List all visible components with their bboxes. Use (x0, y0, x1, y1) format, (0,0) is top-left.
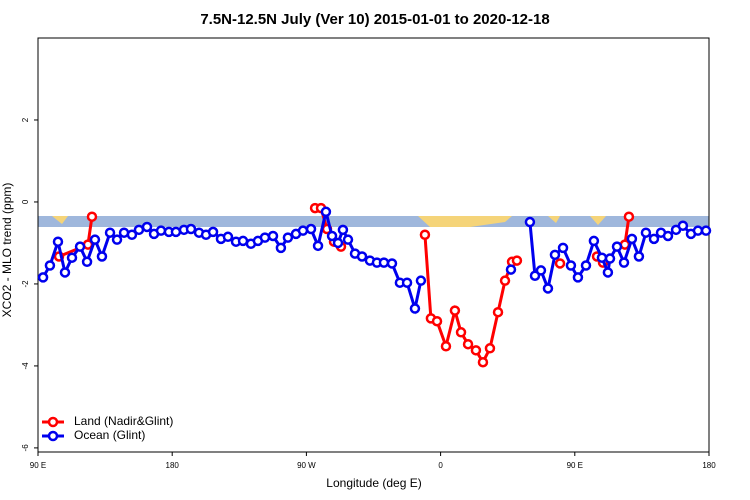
y-axis-label: XCO2 - MLO trend (ppm) (0, 183, 14, 318)
point (462, 338, 474, 350)
chart-title: 7.5N-12.5N July (Ver 10) 2015-01-01 to 2… (200, 11, 549, 28)
point (492, 306, 504, 318)
point (81, 256, 93, 268)
map-band-ocean (38, 216, 709, 227)
point (86, 211, 98, 222)
point (133, 224, 145, 236)
point (511, 255, 523, 266)
point (596, 252, 608, 263)
point (565, 260, 577, 271)
point (267, 230, 279, 242)
point (259, 232, 271, 243)
legend-label: Land (Nadir&Glint) (74, 414, 173, 428)
point (455, 327, 467, 338)
point (185, 223, 197, 235)
legend-marker (47, 416, 59, 428)
map-band-land (418, 216, 512, 227)
plot-frame (37, 37, 710, 453)
x-tick-label: 90 W (297, 461, 316, 470)
point (401, 277, 413, 288)
point (275, 242, 287, 254)
point (535, 265, 547, 276)
point (111, 234, 123, 245)
point (604, 253, 616, 264)
point (700, 225, 712, 236)
point (633, 251, 645, 262)
point (431, 315, 443, 327)
point (549, 249, 561, 261)
x-axis-label: Longitude (deg E) (326, 476, 421, 490)
point (96, 251, 108, 262)
point (66, 252, 78, 263)
point (207, 226, 219, 238)
point (626, 233, 638, 245)
point (409, 303, 421, 314)
point (677, 220, 689, 231)
point (59, 267, 71, 278)
point (297, 225, 309, 236)
point (312, 240, 324, 252)
x-tick-label: 90 E (567, 461, 583, 470)
point (282, 232, 294, 243)
point (44, 260, 56, 271)
point (470, 345, 482, 356)
legend-marker (47, 430, 59, 442)
point (524, 216, 536, 228)
x-tick-label: 90 E (30, 461, 46, 470)
point (505, 264, 517, 275)
y-tick-label: -2 (21, 280, 30, 288)
point (332, 237, 344, 249)
point (89, 234, 101, 245)
y-tick-label: -6 (21, 444, 30, 452)
point (542, 283, 554, 294)
y-tick-label: 2 (21, 117, 30, 122)
point (611, 241, 623, 252)
point (320, 206, 332, 218)
point (640, 227, 652, 238)
point (415, 275, 427, 286)
point (484, 343, 496, 354)
legend-label: Ocean (Glint) (74, 428, 145, 442)
point (104, 227, 116, 238)
point (602, 267, 614, 278)
point (356, 251, 368, 262)
point (554, 258, 566, 269)
point (477, 356, 489, 368)
point (557, 242, 569, 254)
point (580, 260, 592, 271)
point (342, 234, 354, 245)
point (74, 241, 86, 252)
point (623, 211, 635, 222)
point (662, 230, 674, 242)
point (126, 229, 138, 241)
point (37, 272, 49, 283)
point (499, 275, 511, 286)
point (572, 272, 584, 283)
x-tick-label: 180 (702, 461, 716, 470)
point (378, 257, 390, 268)
point (386, 258, 398, 269)
point (618, 257, 630, 268)
map-band-land (52, 216, 606, 225)
point (141, 221, 153, 233)
point (419, 229, 431, 241)
point (692, 225, 704, 236)
point (588, 235, 600, 247)
x-tick-label: 180 (166, 461, 180, 470)
point (170, 226, 182, 238)
point (305, 223, 317, 235)
point (337, 224, 349, 236)
point (440, 340, 452, 352)
point (449, 305, 461, 316)
point (326, 230, 338, 242)
y-tick-label: -4 (21, 362, 30, 370)
x-tick-label: 0 (438, 461, 443, 470)
point (222, 231, 234, 243)
y-tick-label: 0 (21, 199, 30, 204)
point (648, 233, 660, 245)
point (52, 236, 64, 247)
